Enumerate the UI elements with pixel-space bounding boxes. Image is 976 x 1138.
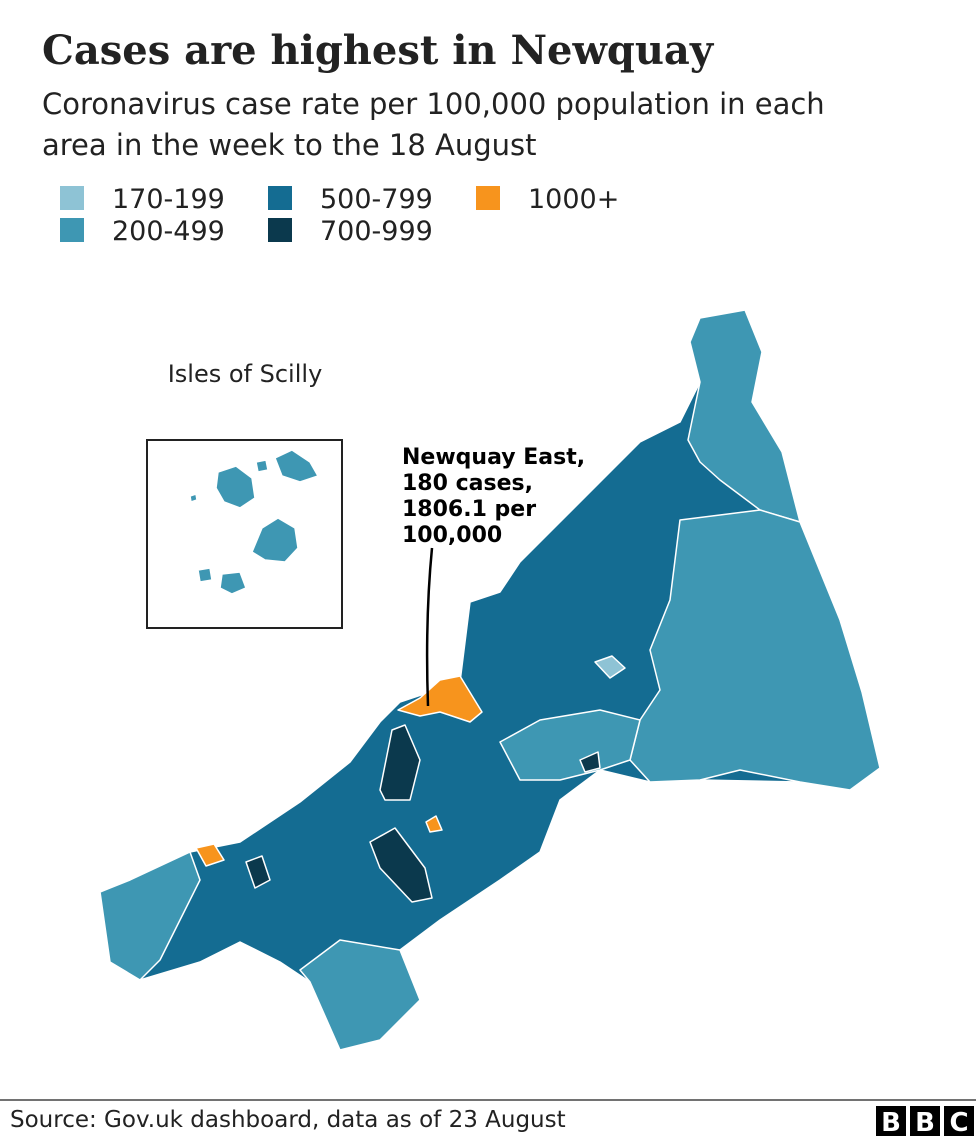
region: [245, 855, 271, 889]
logo-block: [944, 1106, 974, 1136]
annotation: Newquay East,: [402, 445, 585, 470]
annotation: 180 cases,: [402, 471, 533, 496]
region: [425, 815, 443, 833]
region: [197, 567, 213, 583]
legend-swatch: [60, 186, 84, 210]
logo-block: [876, 1106, 906, 1136]
region: [594, 655, 626, 679]
region: [255, 459, 269, 473]
subtitle: area in the week to the 18 August: [42, 128, 537, 162]
region: [195, 843, 225, 867]
annotation: 1806.1 per: [402, 497, 536, 522]
inset-label: Isles of Scilly: [168, 360, 323, 388]
region: [629, 509, 881, 791]
isles: [189, 449, 319, 595]
legend-swatch: [268, 218, 292, 242]
region: [189, 493, 198, 503]
legend-label: 1000+: [528, 184, 619, 215]
legend-swatch: [476, 186, 500, 210]
region: [215, 465, 256, 509]
source: Source: Gov.uk dashboard, data as of 23 …: [10, 1107, 566, 1133]
legend-label: 170-199: [112, 184, 225, 215]
region: [219, 571, 247, 595]
region: [251, 517, 299, 563]
logo-letter: B: [915, 1108, 935, 1138]
region: [369, 827, 433, 903]
logo-block: [910, 1106, 940, 1136]
legend-label: 500-799: [320, 184, 433, 215]
annotation-leader: [425, 547, 434, 707]
region: [274, 449, 319, 483]
logo-letter: B: [881, 1108, 901, 1138]
region: [379, 724, 421, 801]
title: Cases are highest in Newquay: [42, 27, 715, 74]
logo-letter: C: [949, 1108, 968, 1138]
region: [499, 709, 641, 781]
region: [99, 851, 201, 981]
subtitle: Coronavirus case rate per 100,000 popula…: [42, 87, 825, 121]
cornwall-map: [99, 309, 881, 1051]
region: [299, 939, 421, 1051]
legend-label: 700-999: [320, 216, 433, 247]
annotation: 100,000: [402, 523, 502, 548]
legend-swatch: [60, 218, 84, 242]
region: [579, 751, 601, 773]
legend-swatch: [268, 186, 292, 210]
legend-label: 200-499: [112, 216, 225, 247]
